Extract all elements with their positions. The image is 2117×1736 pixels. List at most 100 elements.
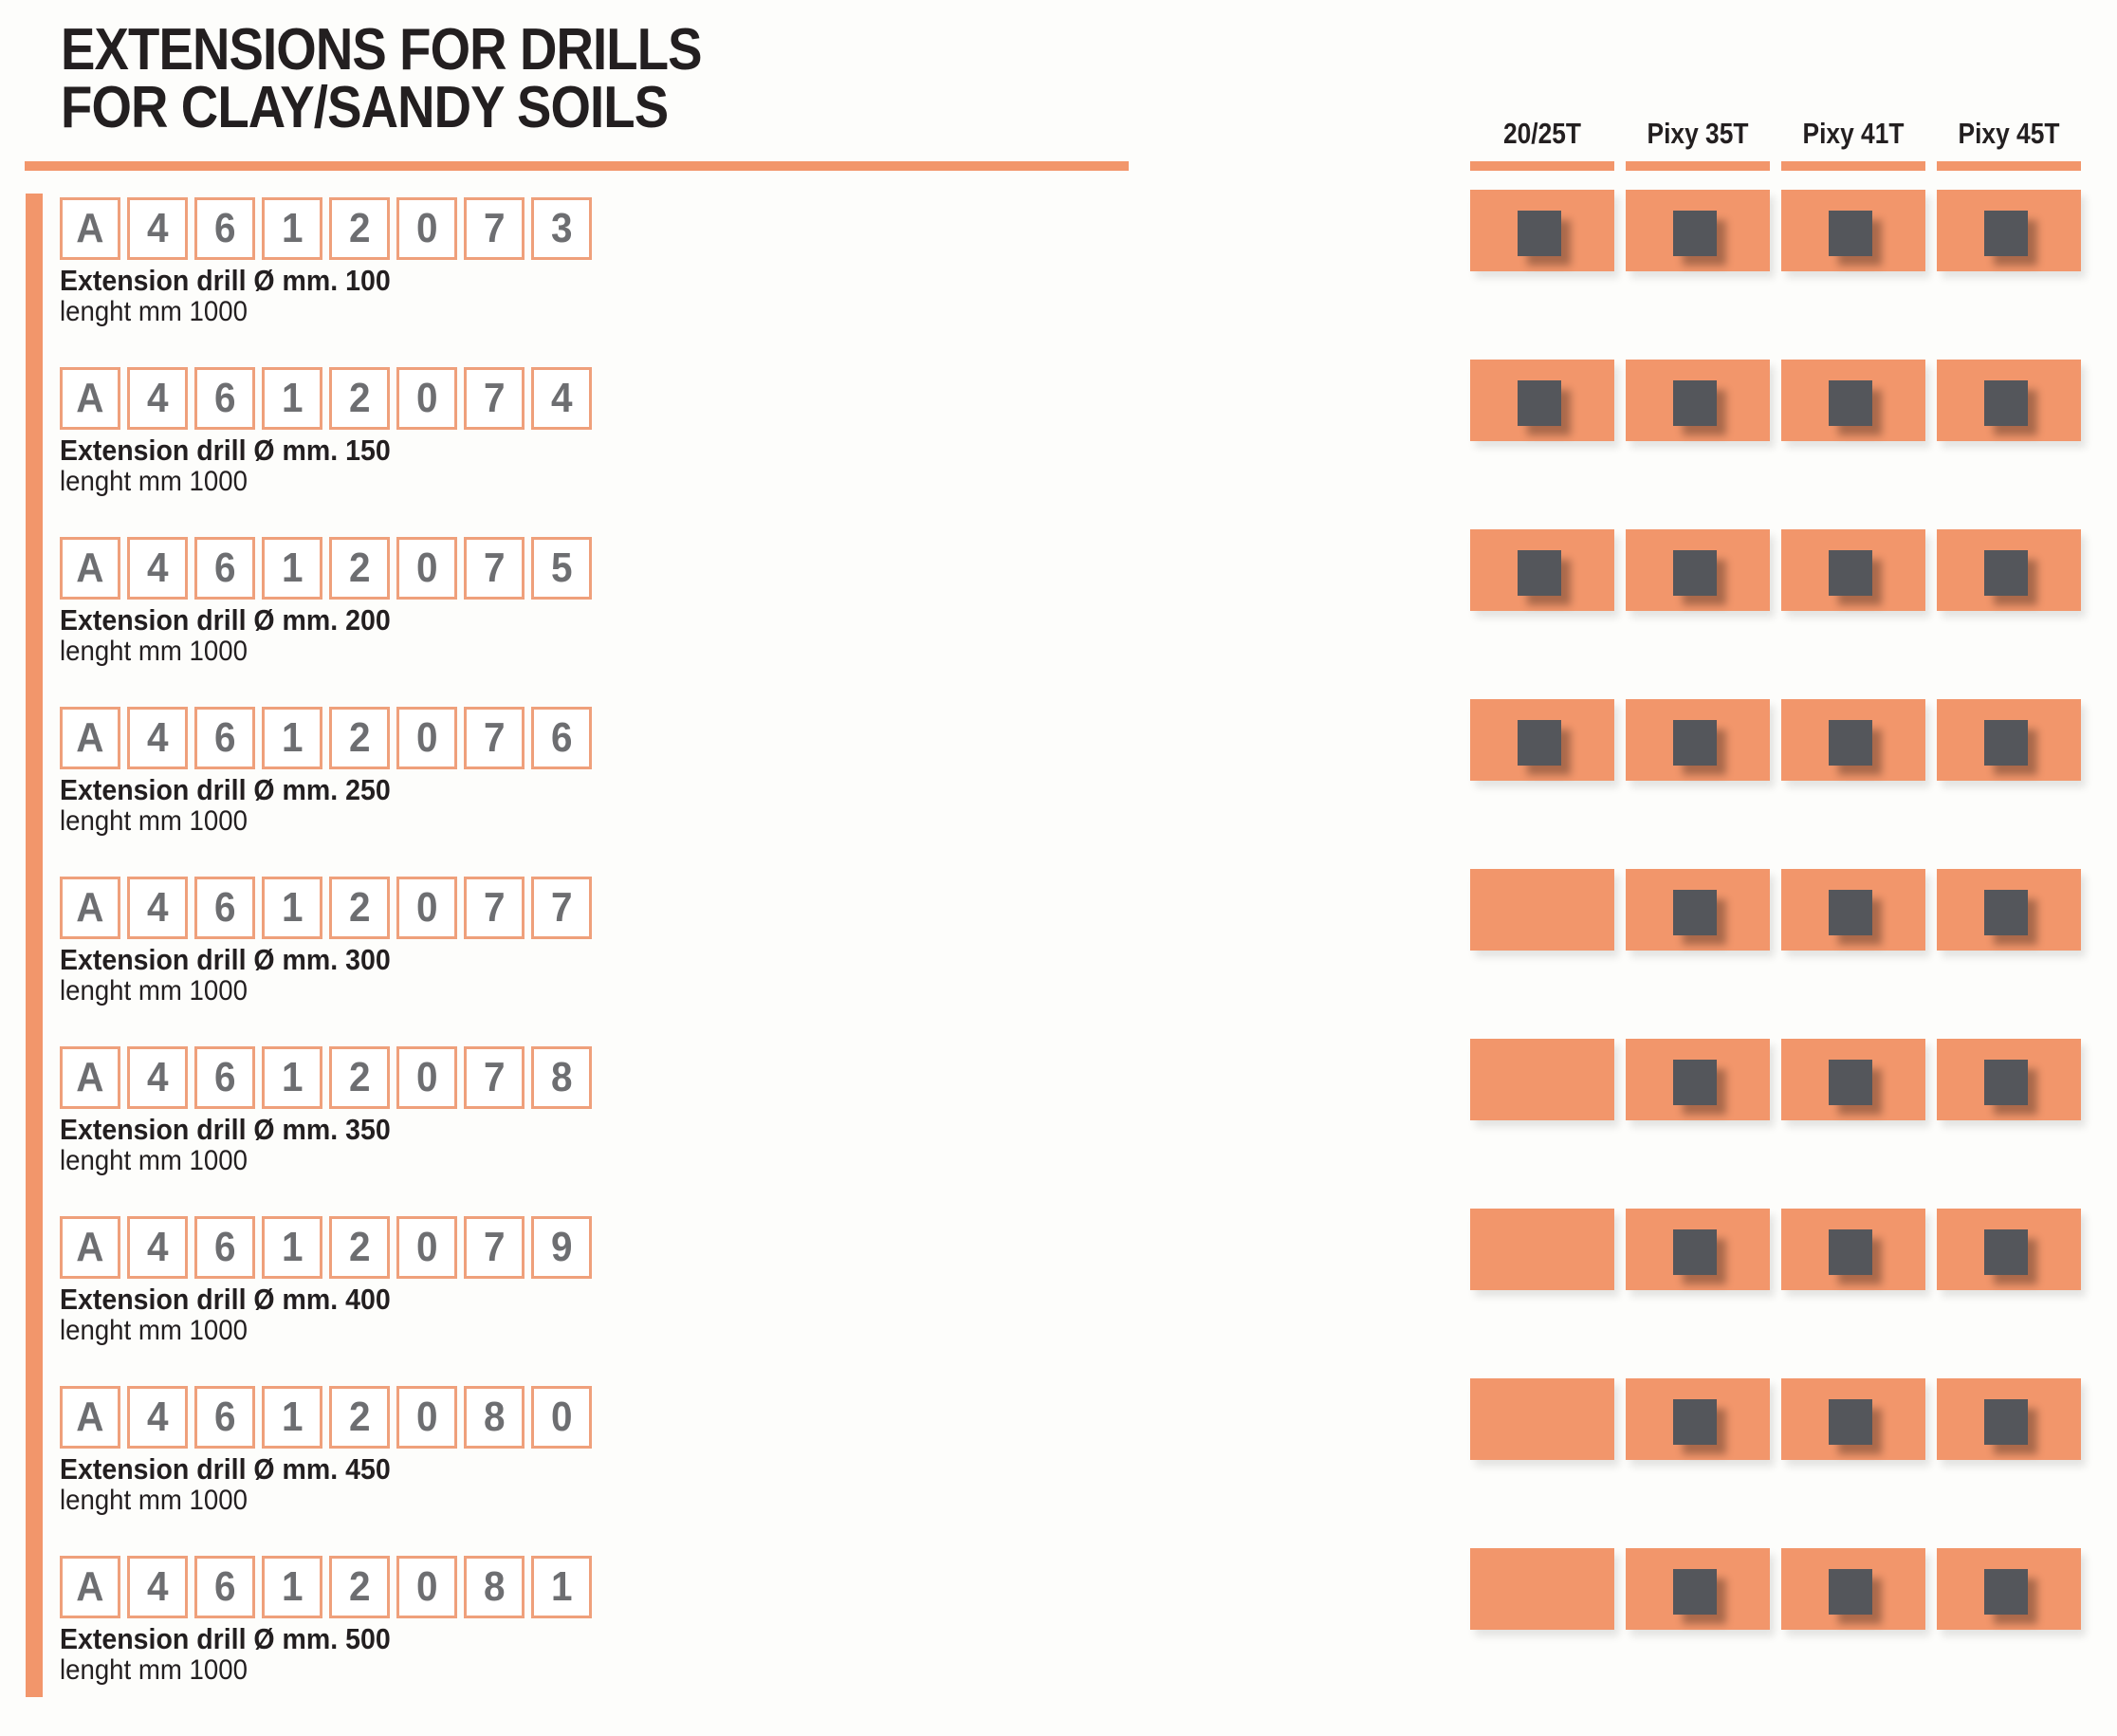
code-char: 2 (348, 545, 371, 591)
code-box: 6 (194, 707, 255, 769)
product-length: lenght mm 1000 (60, 1654, 248, 1686)
product-description: Extension drill Ø mm. 150 (60, 434, 391, 467)
code-box: 7 (464, 537, 525, 600)
code-char: A (76, 1394, 104, 1440)
compatibility-square-icon (1673, 1399, 1717, 1445)
code-box: 6 (194, 537, 255, 600)
code-box: 7 (464, 877, 525, 939)
code-char: 1 (281, 1394, 304, 1440)
code-char: 4 (550, 375, 573, 421)
compatibility-square-icon (1673, 550, 1717, 596)
code-box: 7 (464, 367, 525, 430)
code-box: 1 (262, 877, 322, 939)
code-char: 4 (146, 1054, 169, 1100)
code-char: 1 (281, 375, 304, 421)
code-char: 8 (483, 1394, 506, 1440)
code-box: 6 (194, 877, 255, 939)
code-box: 0 (396, 1556, 457, 1618)
product-length: lenght mm 1000 (60, 1485, 248, 1516)
compatibility-square-icon (1518, 720, 1561, 766)
left-accent-bar (26, 194, 43, 1697)
product-description: Extension drill Ø mm. 400 (60, 1283, 391, 1316)
code-char: 0 (415, 1563, 438, 1610)
code-char: A (76, 375, 104, 421)
code-char: 7 (483, 205, 506, 251)
column-underline (1781, 161, 1925, 171)
compatibility-square-icon (1984, 890, 2028, 935)
compatibility-cell-pixy-45t (1937, 1209, 2081, 1290)
code-char: 5 (550, 545, 573, 591)
code-char: 7 (483, 1224, 506, 1270)
code-box: 8 (531, 1046, 592, 1109)
code-char: A (76, 205, 104, 251)
code-char: 2 (348, 884, 371, 931)
product-length: lenght mm 1000 (60, 1315, 248, 1346)
code-box: 6 (194, 197, 255, 260)
code-box: 0 (396, 707, 457, 769)
column-header-pixy-45t: Pixy 45T (1958, 117, 2060, 150)
compatibility-cell-pixy-35t (1626, 360, 1770, 441)
code-char: 0 (415, 1054, 438, 1100)
code-char: 6 (213, 1563, 236, 1610)
code-char: 0 (550, 1394, 573, 1440)
code-box: 1 (262, 197, 322, 260)
code-char: 2 (348, 1394, 371, 1440)
code-box: A (60, 707, 120, 769)
compatibility-cell-pixy-35t (1626, 1039, 1770, 1120)
compatibility-square-icon (1673, 380, 1717, 426)
code-box: 2 (329, 1386, 390, 1449)
compatibility-cell-pixy-41t (1781, 699, 1925, 781)
code-char: 7 (483, 375, 506, 421)
column-header-20-25t: 20/25T (1502, 117, 1582, 150)
code-char: 1 (550, 1563, 573, 1610)
compatibility-cell-20-25t (1470, 1378, 1614, 1460)
code-box: 0 (396, 1386, 457, 1449)
compatibility-square-icon (1673, 890, 1717, 935)
code-box: 6 (194, 367, 255, 430)
compatibility-cell-pixy-41t (1781, 360, 1925, 441)
code-box: 7 (531, 877, 592, 939)
code-char: 2 (348, 714, 371, 761)
product-description: Extension drill Ø mm. 450 (60, 1452, 391, 1486)
code-char: A (76, 1224, 104, 1270)
code-box: A (60, 197, 120, 260)
compatibility-cell-20-25t (1470, 529, 1614, 611)
code-box: A (60, 1386, 120, 1449)
code-char: 6 (213, 545, 236, 591)
compatibility-cell-pixy-35t (1626, 190, 1770, 271)
code-box: 1 (262, 367, 322, 430)
code-box: 4 (127, 1046, 188, 1109)
code-char: 0 (415, 205, 438, 251)
code-char: 1 (281, 884, 304, 931)
compatibility-square-icon (1984, 1569, 2028, 1615)
code-char: 1 (281, 1054, 304, 1100)
column-underline (1937, 161, 2081, 171)
product-length: lenght mm 1000 (60, 636, 248, 667)
product-description: Extension drill Ø mm. 100 (60, 264, 391, 297)
code-char: 4 (146, 1563, 169, 1610)
code-box: 1 (262, 537, 322, 600)
column-underline (1626, 161, 1770, 171)
compatibility-square-icon (1673, 1569, 1717, 1615)
compatibility-cell-20-25t (1470, 869, 1614, 951)
title-underline-rule (25, 161, 1129, 171)
code-box: 0 (396, 1216, 457, 1279)
code-box: 3 (531, 197, 592, 260)
code-box: 1 (531, 1556, 592, 1618)
code-box: 6 (194, 1046, 255, 1109)
code-char: 6 (213, 205, 236, 251)
code-box: 4 (127, 1556, 188, 1618)
code-box: 0 (396, 1046, 457, 1109)
code-char: A (76, 884, 104, 931)
code-char: 7 (483, 545, 506, 591)
code-box: 2 (329, 537, 390, 600)
code-box: 4 (127, 877, 188, 939)
product-description: Extension drill Ø mm. 200 (60, 603, 391, 637)
compatibility-square-icon (1518, 211, 1561, 256)
compatibility-square-icon (1984, 550, 2028, 596)
